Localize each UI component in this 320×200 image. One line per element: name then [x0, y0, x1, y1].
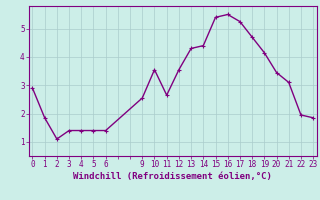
- X-axis label: Windchill (Refroidissement éolien,°C): Windchill (Refroidissement éolien,°C): [73, 172, 272, 181]
